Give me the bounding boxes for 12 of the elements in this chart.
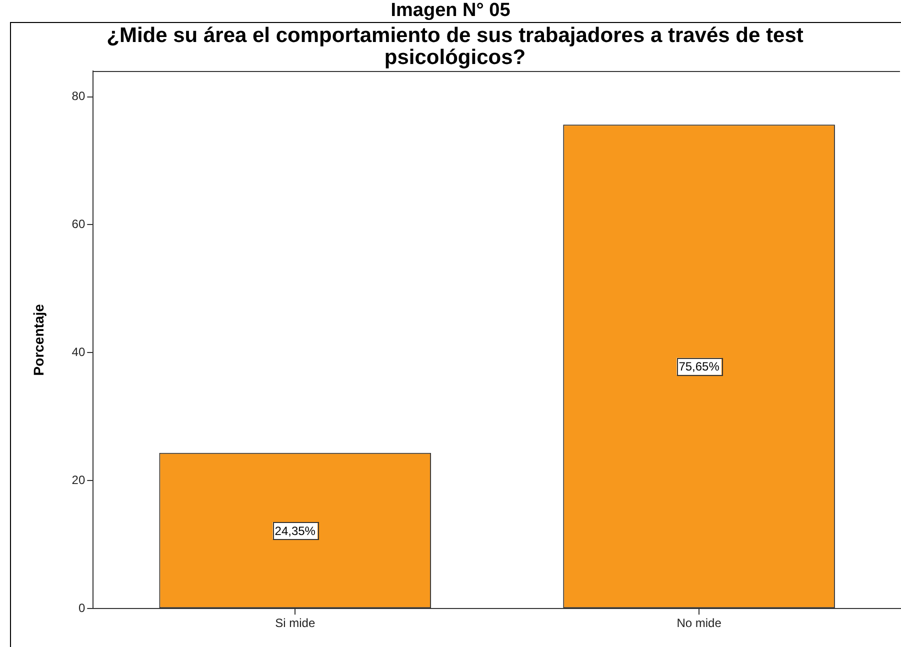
x-tick-label: Si mide — [275, 616, 316, 630]
y-axis-title: Porcentaje — [30, 304, 46, 376]
y-tick-label: 0 — [78, 600, 86, 615]
y-tick-label: 40 — [72, 345, 86, 360]
chart-subtitle: ¿Mide su área el comportamiento de sus trabajadores a través de test psicológicos? — [106, 24, 804, 69]
x-tick-label: No mide — [676, 616, 722, 630]
chart-title: Imagen N° 05 — [390, 0, 512, 21]
y-tick-label: 80 — [72, 89, 86, 104]
data-label: 75,65% — [678, 360, 720, 374]
y-tick-label: 20 — [72, 472, 86, 487]
y-tick-label: 60 — [72, 217, 86, 232]
data-label: 24,35% — [274, 524, 316, 538]
